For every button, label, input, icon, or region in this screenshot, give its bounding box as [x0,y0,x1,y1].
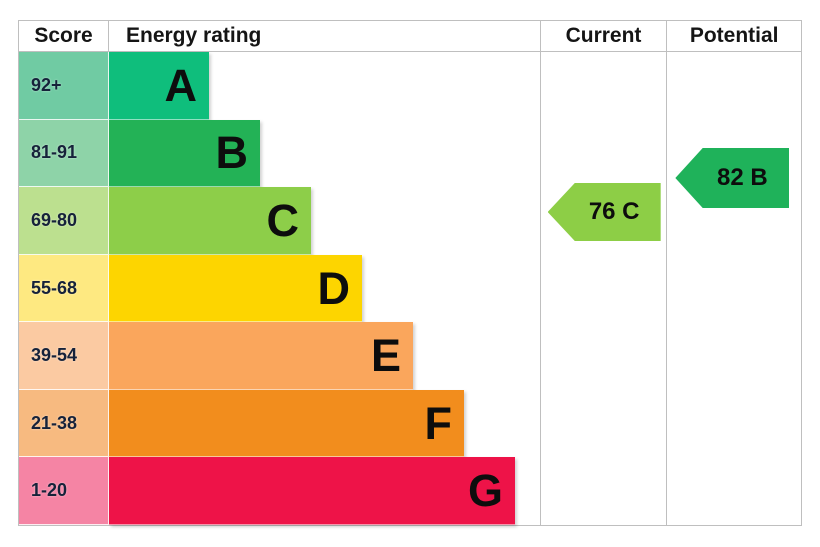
band-bar-b: B [109,119,260,188]
band-score-range: 55-68 [19,254,109,323]
band-score-range: 69-80 [19,187,109,255]
potential-rating-label: 82 B [716,164,768,191]
band-letter: F [424,397,453,449]
band-row-a: 92+ A [19,52,540,120]
current-rating-arrow: 76 C [547,183,661,241]
potential-rating-arrow: 82 B [675,148,790,208]
band-score-range: 39-54 [19,322,109,390]
band-letter: E [370,330,401,382]
energy-rating-section: Score Energy rating 92+ A 81-91 B 69-80 C 55-6… [19,21,540,526]
band-row-b: 81-91 B [19,119,540,188]
band-row-e: 39-54 E [19,322,540,390]
epc-table: Score Energy rating 92+ A 81-91 B 69-80 C 55-6… [18,20,802,526]
band-bar-d: D [109,254,362,323]
band-letter: A [164,59,198,111]
band-row-f: 21-38 F [19,389,540,458]
potential-column-body: 82 B [667,52,801,525]
band-score-range: 21-38 [19,389,109,458]
current-column-header: Current [540,21,667,52]
band-letter: D [317,262,351,314]
potential-column-header: Potential [667,21,801,52]
current-rating-label: 76 C [588,198,640,225]
band-row-c: 69-80 C [19,187,540,255]
current-column-body: 76 C [541,52,667,525]
band-letter: B [215,127,249,179]
band-letter: C [266,194,300,246]
band-score-range: 1-20 [19,457,109,526]
band-score-range: 81-91 [19,119,109,188]
band-row-d: 55-68 D [19,254,540,323]
band-score-range: 92+ [19,52,109,120]
band-letter: G [467,465,503,517]
band-row-g: 1-20 G [19,457,540,526]
energy-rating-column-header: Energy rating [109,21,540,52]
band-bar-g: G [109,457,515,526]
band-bar-a: A [109,52,209,120]
potential-column: Potential 82 B [666,21,801,525]
band-bar-c: C [109,187,311,255]
header-row: Score Energy rating [19,21,540,52]
rating-bands: 92+ A 81-91 B 69-80 C 55-68 D 39-54 E 21-38 F 1-20 G [19,52,540,526]
current-column: Current 76 C [539,21,667,525]
band-bar-e: E [109,322,413,390]
band-bar-f: F [109,389,464,458]
score-column-header: Score [19,21,109,52]
